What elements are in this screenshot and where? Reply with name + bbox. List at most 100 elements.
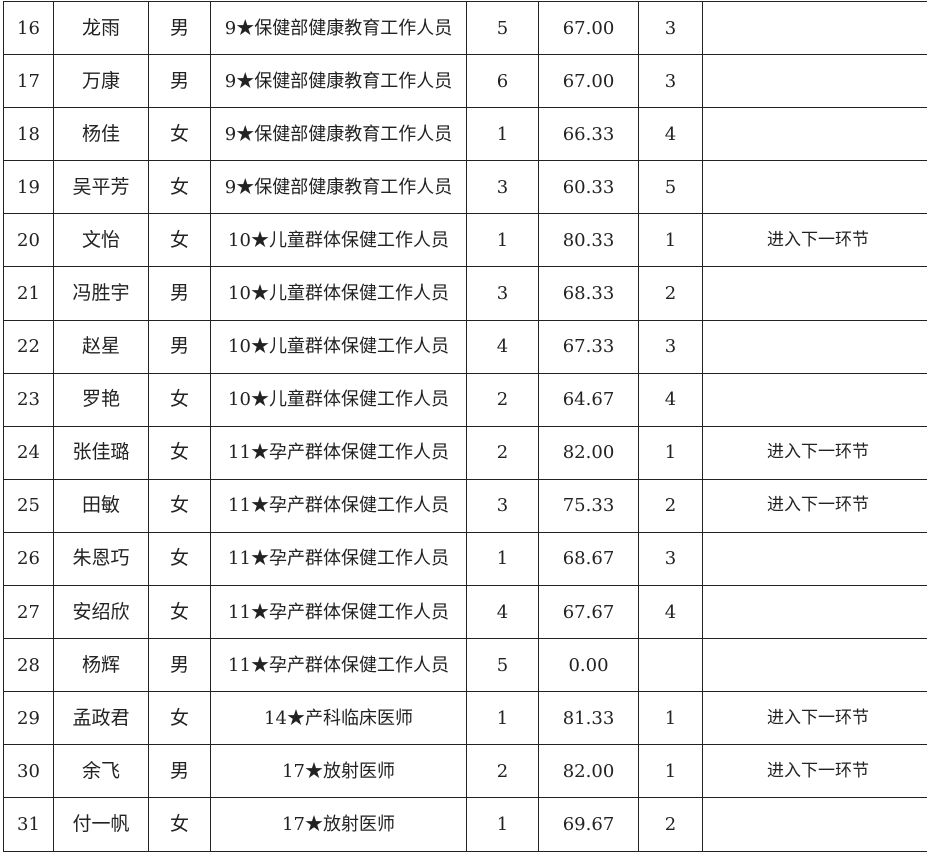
rank-cell: 2	[639, 479, 703, 532]
gender-cell: 男	[149, 320, 211, 373]
sequence-number-cell: 1	[467, 214, 539, 267]
gender-cell: 男	[149, 639, 211, 692]
position-cell: 17★放射医师	[211, 798, 467, 851]
position-cell: 9★保健部健康教育工作人员	[211, 108, 467, 161]
rank-cell: 3	[639, 532, 703, 585]
remark-cell: 进入下一环节	[703, 479, 927, 532]
candidate-name-cell: 冯胜宇	[54, 267, 149, 320]
gender-cell: 女	[149, 532, 211, 585]
row-number-cell: 19	[4, 161, 54, 214]
score-cell: 69.67	[539, 798, 639, 851]
row-number-cell: 30	[4, 745, 54, 798]
remark-cell	[703, 55, 927, 108]
position-cell: 10★儿童群体保健工作人员	[211, 320, 467, 373]
gender-cell: 女	[149, 479, 211, 532]
position-cell: 11★孕产群体保健工作人员	[211, 639, 467, 692]
sequence-number-cell: 2	[467, 426, 539, 479]
row-number-cell: 23	[4, 373, 54, 426]
score-cell: 67.00	[539, 55, 639, 108]
position-cell: 9★保健部健康教育工作人员	[211, 161, 467, 214]
gender-cell: 女	[149, 214, 211, 267]
sequence-number-cell: 3	[467, 161, 539, 214]
candidate-name-cell: 赵星	[54, 320, 149, 373]
score-cell: 66.33	[539, 108, 639, 161]
gender-cell: 男	[149, 2, 211, 55]
score-cell: 67.00	[539, 2, 639, 55]
position-cell: 17★放射医师	[211, 745, 467, 798]
gender-cell: 男	[149, 55, 211, 108]
score-cell: 60.33	[539, 161, 639, 214]
position-cell: 10★儿童群体保健工作人员	[211, 267, 467, 320]
row-number-cell: 24	[4, 426, 54, 479]
rank-cell: 2	[639, 798, 703, 851]
rank-cell: 3	[639, 2, 703, 55]
sequence-number-cell: 1	[467, 532, 539, 585]
rank-cell: 4	[639, 586, 703, 639]
candidate-name-cell: 付一帆	[54, 798, 149, 851]
remark-cell	[703, 267, 927, 320]
remark-cell	[703, 532, 927, 585]
row-number-cell: 26	[4, 532, 54, 585]
gender-cell: 女	[149, 161, 211, 214]
candidate-name-cell: 杨佳	[54, 108, 149, 161]
candidate-name-cell: 余飞	[54, 745, 149, 798]
candidate-name-cell: 田敏	[54, 479, 149, 532]
gender-cell: 男	[149, 267, 211, 320]
rank-cell: 1	[639, 692, 703, 745]
remark-cell: 进入下一环节	[703, 214, 927, 267]
sequence-number-cell: 2	[467, 745, 539, 798]
sequence-number-cell: 1	[467, 108, 539, 161]
row-number-cell: 21	[4, 267, 54, 320]
row-number-cell: 16	[4, 2, 54, 55]
sequence-number-cell: 3	[467, 267, 539, 320]
remark-cell: 进入下一环节	[703, 692, 927, 745]
score-cell: 81.33	[539, 692, 639, 745]
remark-cell	[703, 373, 927, 426]
rank-cell: 4	[639, 108, 703, 161]
candidate-name-cell: 吴平芳	[54, 161, 149, 214]
gender-cell: 女	[149, 373, 211, 426]
sequence-number-cell: 1	[467, 692, 539, 745]
position-cell: 11★孕产群体保健工作人员	[211, 586, 467, 639]
remark-cell	[703, 161, 927, 214]
rank-cell: 1	[639, 214, 703, 267]
position-cell: 14★产科临床医师	[211, 692, 467, 745]
remark-cell	[703, 639, 927, 692]
position-cell: 9★保健部健康教育工作人员	[211, 2, 467, 55]
sequence-number-cell: 2	[467, 373, 539, 426]
row-number-cell: 18	[4, 108, 54, 161]
score-cell: 82.00	[539, 426, 639, 479]
row-number-cell: 25	[4, 479, 54, 532]
score-cell: 80.33	[539, 214, 639, 267]
sequence-number-cell: 1	[467, 798, 539, 851]
rank-cell: 3	[639, 55, 703, 108]
candidate-name-cell: 张佳璐	[54, 426, 149, 479]
remark-cell	[703, 2, 927, 55]
position-cell: 11★孕产群体保健工作人员	[211, 479, 467, 532]
sequence-number-cell: 5	[467, 639, 539, 692]
gender-cell: 女	[149, 586, 211, 639]
score-cell: 68.33	[539, 267, 639, 320]
remark-cell: 进入下一环节	[703, 426, 927, 479]
position-cell: 10★儿童群体保健工作人员	[211, 373, 467, 426]
row-number-cell: 20	[4, 214, 54, 267]
candidate-name-cell: 万康	[54, 55, 149, 108]
rank-cell: 2	[639, 267, 703, 320]
score-cell: 82.00	[539, 745, 639, 798]
score-cell: 67.33	[539, 320, 639, 373]
position-cell: 11★孕产群体保健工作人员	[211, 426, 467, 479]
gender-cell: 女	[149, 692, 211, 745]
